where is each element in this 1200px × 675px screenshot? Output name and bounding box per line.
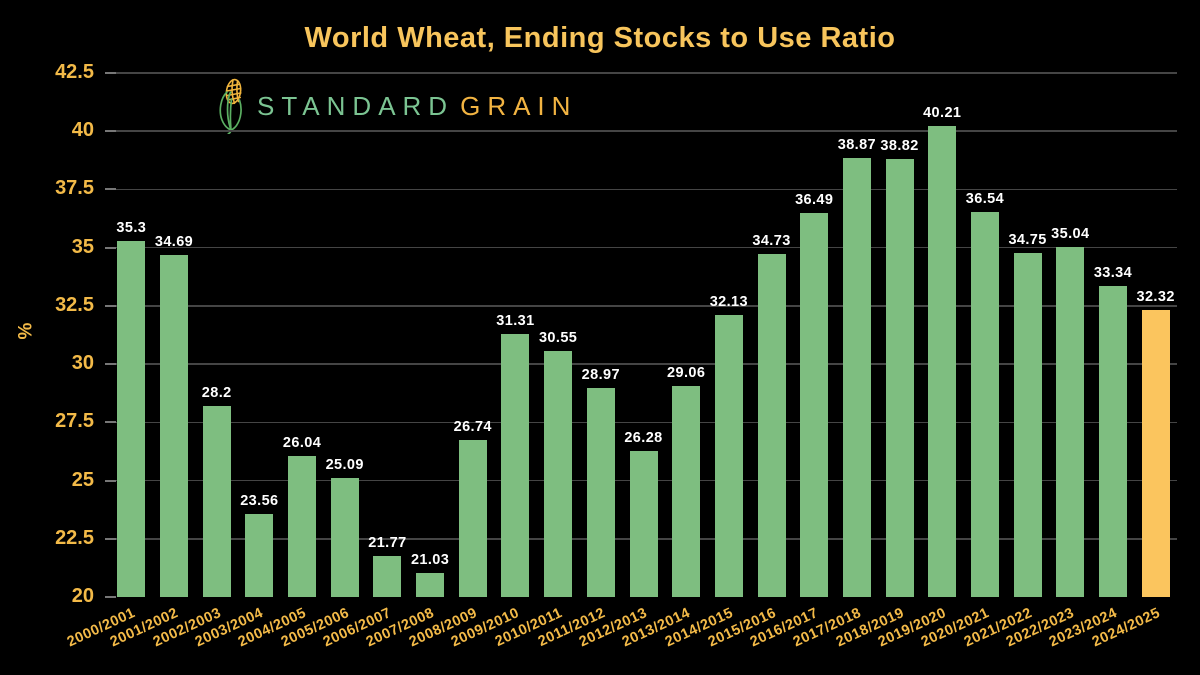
chart-title: World Wheat, Ending Stocks to Use Ratio <box>304 22 896 54</box>
bar-value-2016/2017: 36.49 <box>795 191 834 208</box>
bar-2022/2023 <box>1056 246 1085 597</box>
y-tick-label-30: 30 <box>71 352 94 375</box>
bar-2017/2018 <box>842 157 871 597</box>
gridline-27.5 <box>110 421 1177 424</box>
bar-2008/2009 <box>458 440 487 597</box>
bar-2005/2006 <box>330 478 359 597</box>
bar-2003/2004 <box>245 514 274 597</box>
y-tick-label-27.5: 27.5 <box>55 410 94 433</box>
bar-value-2014/2015: 32.13 <box>709 293 748 310</box>
bar-2007/2008 <box>416 573 445 597</box>
bar-value-2000/2001: 35.3 <box>116 219 147 236</box>
corn-icon <box>219 78 242 134</box>
bar-2001/2002 <box>160 254 189 597</box>
bar-2004/2005 <box>288 456 317 597</box>
y-tick-42.5 <box>105 72 116 74</box>
bar-2011/2012 <box>586 388 615 597</box>
plot-area: 20 22.5 25 27.5 30 32.5 35 37.5 40 42.5 35.3 2000/2… <box>55 61 1177 650</box>
logo-word-grain: GRAIN <box>460 90 578 121</box>
bar-2019/2020 <box>928 126 957 597</box>
bar-2009/2010 <box>501 333 530 597</box>
y-tick-label-42.5: 42.5 <box>55 61 94 83</box>
y-tick-32.5 <box>105 304 116 307</box>
y-tick-30 <box>105 363 116 366</box>
bar-value-2007/2008: 21.03 <box>410 552 450 568</box>
bar-2014/2015 <box>714 314 743 597</box>
bar-value-2012/2013: 26.28 <box>624 429 663 446</box>
gridline-30 <box>110 363 1177 365</box>
bar-2024/2025 <box>1141 310 1170 597</box>
y-tick-25 <box>105 479 116 482</box>
y-tick-27.5 <box>105 421 116 424</box>
bar-value-2003/2004: 23.56 <box>240 493 279 510</box>
bar-value-2021/2022: 34.75 <box>1008 232 1047 249</box>
bar-2013/2014 <box>672 386 701 597</box>
y-tick-label-37.5: 37.5 <box>55 177 94 200</box>
bar-2023/2024 <box>1098 286 1127 597</box>
bar-2016/2017 <box>800 212 829 597</box>
y-tick-40 <box>105 130 116 133</box>
bar-2000/2001 <box>117 240 146 597</box>
bar-value-2006/2007: 21.77 <box>368 534 407 551</box>
gridline-42.5 <box>110 72 1177 74</box>
logo-text: STANDARD GRAIN <box>257 91 577 122</box>
gridline-35 <box>110 246 1177 249</box>
gridline-32.5 <box>110 305 1177 307</box>
y-tick-label-35: 35 <box>71 235 94 258</box>
bar-2002/2003 <box>202 406 231 597</box>
bar-value-2001/2002: 34.69 <box>154 233 194 250</box>
bar-value-2013/2014: 29.06 <box>667 365 706 381</box>
bar-value-2023/2024: 33.34 <box>1093 265 1133 282</box>
y-tick-label-32.5: 32.5 <box>55 293 94 316</box>
bar-value-2020/2021: 36.54 <box>965 190 1005 207</box>
gridline-40 <box>110 130 1177 132</box>
y-tick-20 <box>105 596 116 598</box>
y-tick-22.5 <box>105 537 116 540</box>
bar-value-2002/2003: 28.2 <box>201 385 232 402</box>
bar-2018/2019 <box>885 158 914 597</box>
bar-value-2010/2011: 30.55 <box>538 330 578 347</box>
y-tick-37.5 <box>105 188 116 191</box>
y-tick-35 <box>105 246 116 249</box>
bar-value-2008/2009: 26.74 <box>453 419 492 436</box>
bar-2015/2016 <box>757 253 786 597</box>
bar-value-2019/2020: 40.21 <box>923 105 962 122</box>
bar-value-2018/2019: 38.82 <box>880 137 919 154</box>
y-tick-label-22.5: 22.5 <box>55 526 94 549</box>
y-tick-label-25: 25 <box>71 468 94 491</box>
bar-value-2024/2025: 32.32 <box>1136 289 1175 306</box>
bar-value-2009/2010: 31.31 <box>496 312 535 329</box>
bar-2012/2013 <box>629 450 658 597</box>
bar-value-2017/2018: 38.87 <box>837 136 877 153</box>
logo-word-standard: STANDARD <box>257 90 455 121</box>
bar-value-2022/2023: 35.04 <box>1051 225 1090 242</box>
standard-grain-logo: STANDARD GRAIN <box>216 78 577 134</box>
bar-value-2015/2016: 34.73 <box>752 232 791 249</box>
bar-2021/2022 <box>1013 253 1042 597</box>
bar-2010/2011 <box>544 351 573 597</box>
gridline-37.5 <box>110 188 1177 191</box>
y-tick-label-40: 40 <box>71 119 94 142</box>
bar-value-2011/2012: 28.97 <box>581 367 620 384</box>
bar-value-2005/2006: 25.09 <box>325 457 364 474</box>
bar-value-2004/2005: 26.04 <box>282 435 322 452</box>
bar-2006/2007 <box>373 555 402 597</box>
bar-2020/2021 <box>970 211 999 597</box>
y-tick-label-20: 20 <box>71 585 94 607</box>
y-axis-label: % <box>15 322 37 340</box>
